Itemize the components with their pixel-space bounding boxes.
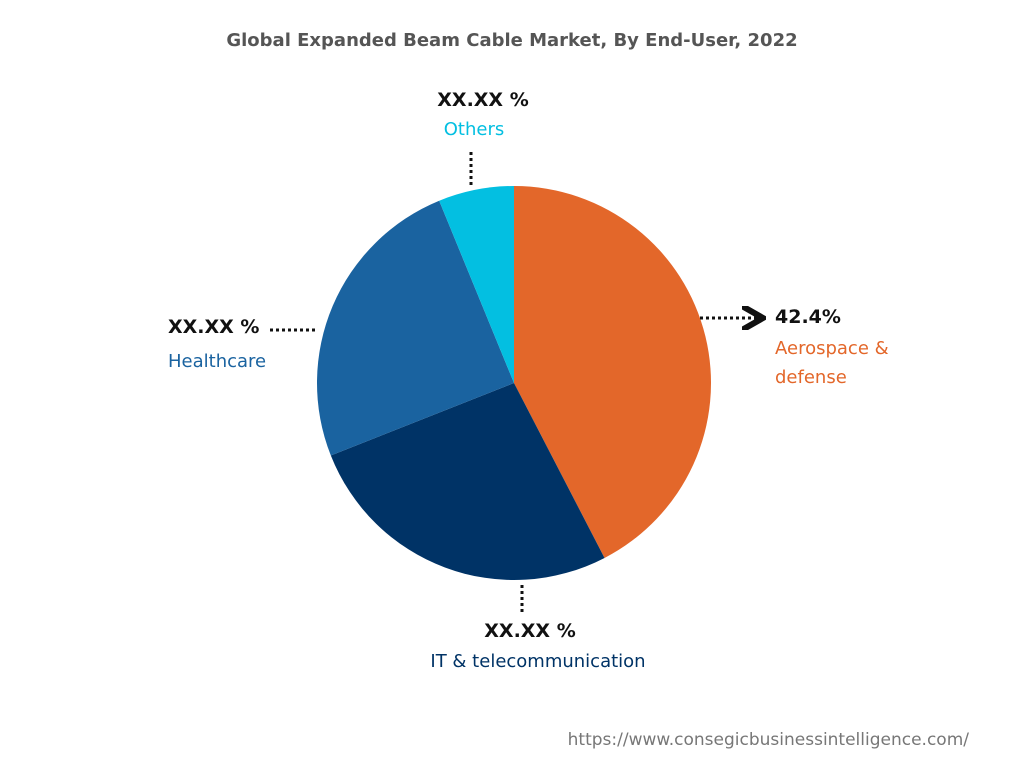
value-label: 42.4% [775, 306, 841, 328]
value-label: XX.XX % [484, 620, 576, 642]
category-label: Healthcare [168, 351, 267, 372]
pie-slice [514, 186, 711, 558]
chart-title: Global Expanded Beam Cable Market, By En… [226, 30, 798, 51]
category-label: IT & telecommunication [430, 651, 646, 672]
pie-slice [317, 200, 514, 456]
value-label: XX.XX % [168, 316, 260, 338]
pie-slice [439, 186, 514, 383]
category-label: Aerospace & defense [775, 338, 889, 388]
category-label: Others [443, 119, 505, 140]
pie-slice [330, 383, 605, 580]
value-label: XX.XX % [437, 89, 529, 111]
source-url: https://www.consegicbusinessintelligence… [567, 730, 969, 750]
